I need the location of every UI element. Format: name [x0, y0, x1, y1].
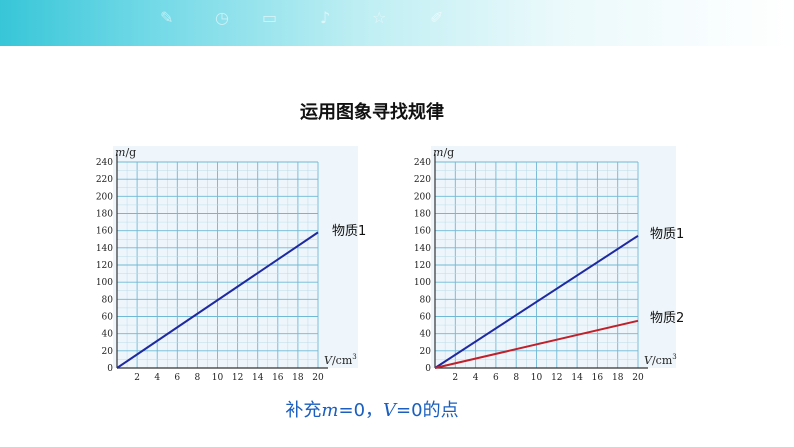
y-tick-label: 200: [96, 192, 113, 202]
y-tick-label: 180: [414, 210, 431, 220]
star-icon: ☆: [372, 8, 387, 27]
note-prefix: 补充: [285, 400, 322, 421]
y-tick-label: 200: [414, 192, 431, 202]
x-tick-label: 10: [531, 373, 543, 383]
y-tick-label: 80: [102, 295, 114, 305]
x-tick-label: 8: [195, 373, 201, 383]
y-tick-label: 220: [96, 175, 113, 185]
note-m-eq: =0，: [338, 400, 384, 421]
pencil-icon: ✐: [430, 8, 444, 27]
y-tick-label: 160: [96, 227, 113, 237]
plot-background: [431, 146, 676, 368]
y-tick-label: 60: [102, 313, 114, 323]
y-tick-label: 160: [414, 227, 431, 237]
plot-area: 0 20 40 60 80 100 120 140 160 180 200 220 240 2 4 6 8 10 1…: [96, 146, 366, 383]
header-banner: ✎ ◷ ▭ ♪ ☆ ✐: [0, 0, 794, 46]
y-axis-symbol: m: [115, 146, 125, 159]
y-tick-label: 140: [414, 244, 431, 254]
y-tick-label: 20: [420, 347, 432, 357]
y-tick-label: 100: [96, 278, 113, 288]
x-axis-unit-sup: 3: [672, 353, 676, 361]
x-axis-symbol: V: [324, 354, 333, 367]
note-v-eq: =0的点: [396, 400, 459, 421]
x-tick-label: 6: [174, 373, 180, 383]
series-label-1: 物质1: [332, 224, 366, 239]
y-tick-label: 100: [414, 278, 431, 288]
clock-icon: ◷: [215, 8, 229, 27]
y-tick-label: 220: [414, 175, 431, 185]
x-tick-label: 18: [612, 373, 624, 383]
book-icon: ▭: [262, 8, 278, 27]
x-tick-label: 2: [452, 373, 458, 383]
x-tick-label: 10: [212, 373, 224, 383]
x-axis-label: V/cm3: [324, 353, 357, 367]
x-tick-label: 6: [493, 373, 499, 383]
series-line-1: [434, 234, 639, 369]
x-tick-label: 20: [632, 373, 644, 383]
x-tick-label: 20: [312, 373, 324, 383]
x-tick-label: 14: [571, 373, 583, 383]
x-tick-label: 12: [232, 373, 243, 383]
y-axis-unit: /g: [125, 146, 136, 159]
lamp-icon: ✎: [160, 8, 174, 27]
note-v-symbol: V: [383, 400, 397, 421]
plot-area: 0 20 40 60 80 100 120 140 160 180 200 220 240 2 4 6 8 10 1…: [414, 146, 684, 383]
series-line-1: [116, 231, 319, 369]
x-tick-label: 4: [473, 373, 479, 383]
y-tick-label: 80: [420, 295, 432, 305]
x-tick-label: 14: [252, 373, 264, 383]
y-tick-label: 0: [107, 364, 113, 374]
y-axis-unit: /g: [443, 146, 454, 159]
y-axis-label: m/g: [433, 146, 454, 159]
y-tick-label: 120: [96, 261, 113, 271]
x-tick-label: 12: [551, 373, 562, 383]
x-tick-label: 8: [513, 373, 519, 383]
y-tick-label: 40: [420, 330, 432, 340]
x-tick-label: 16: [592, 373, 604, 383]
y-axis-symbol: m: [433, 146, 443, 159]
y-tick-label: 140: [96, 244, 113, 254]
series-line-2: [434, 319, 639, 369]
y-tick-label: 180: [96, 210, 113, 220]
y-tick-label: 0: [425, 364, 431, 374]
y-tick-label: 120: [414, 261, 431, 271]
x-tick-label: 16: [272, 373, 284, 383]
x-tick-label: 18: [292, 373, 304, 383]
x-tick-label: 2: [134, 373, 140, 383]
x-tick-label: 4: [154, 373, 160, 383]
x-axis-unit: /cm: [652, 354, 673, 367]
plot-background: [113, 146, 358, 368]
grid: [434, 161, 639, 369]
y-tick-label: 60: [420, 313, 432, 323]
x-axis-symbol: V: [644, 354, 653, 367]
note-icon: ♪: [320, 8, 331, 27]
series-label-1: 物质1: [650, 227, 684, 242]
y-axis-label: m/g: [115, 146, 136, 159]
x-axis-unit: /cm: [332, 354, 353, 367]
series-label-2: 物质2: [650, 311, 684, 326]
x-axis-unit-sup: 3: [352, 353, 356, 361]
y-tick-label: 40: [102, 330, 114, 340]
note-m-symbol: m: [321, 400, 339, 421]
y-tick-label: 20: [102, 347, 114, 357]
page-title: 运用图象寻找规律: [300, 102, 444, 123]
supplement-note: 补充m=0，V=0的点: [0, 396, 744, 422]
x-axis-label: V/cm3: [644, 353, 677, 367]
y-tick-label: 240: [414, 158, 431, 168]
y-tick-label: 240: [96, 158, 113, 168]
